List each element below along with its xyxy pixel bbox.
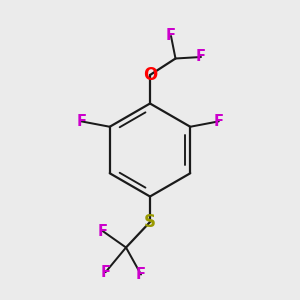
- Text: F: F: [98, 224, 108, 238]
- Text: O: O: [143, 66, 157, 84]
- Text: F: F: [136, 267, 146, 282]
- Text: S: S: [144, 213, 156, 231]
- Text: F: F: [100, 265, 111, 280]
- Text: F: F: [214, 114, 224, 129]
- Text: F: F: [76, 114, 86, 129]
- Text: F: F: [196, 50, 206, 64]
- Text: F: F: [166, 28, 176, 44]
